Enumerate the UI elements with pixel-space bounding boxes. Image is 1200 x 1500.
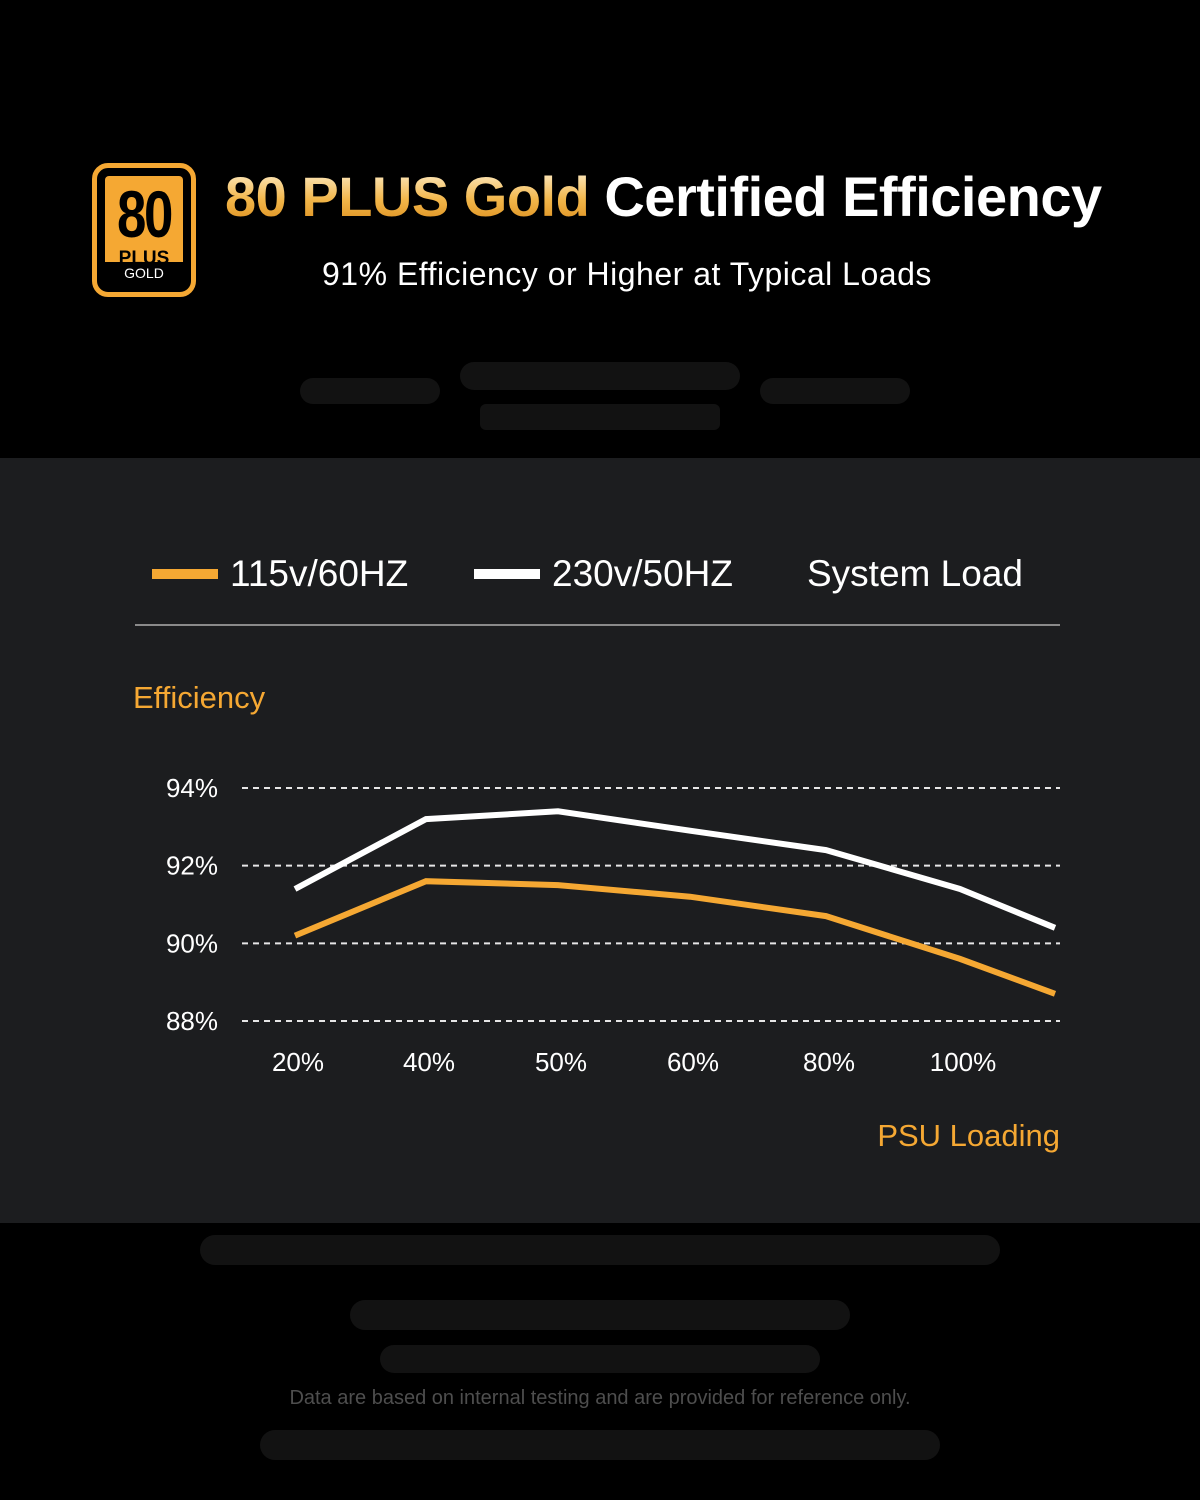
title-highlight: 80 PLUS Gold	[225, 165, 590, 228]
logo-level: GOLD	[105, 262, 183, 284]
legend-divider	[135, 624, 1060, 626]
x-tick-label: 100%	[930, 1047, 997, 1077]
subtitle: 91% Efficiency or Higher at Typical Load…	[322, 256, 932, 292]
x-tick-label: 80%	[803, 1047, 855, 1077]
legend-title: System Load	[807, 553, 1023, 594]
chart-panel	[0, 458, 1200, 1223]
title-rest: Certified Efficiency	[604, 165, 1102, 228]
legend-label: 230v/50HZ	[552, 553, 733, 594]
legend-item-115v: 115v/60HZ	[152, 553, 408, 595]
x-axis-label: PSU Loading	[877, 1118, 1060, 1153]
legend-label: 115v/60HZ	[230, 553, 409, 594]
y-tick-label: 88%	[166, 1006, 218, 1036]
x-tick-label: 60%	[667, 1047, 719, 1077]
x-tick-label: 40%	[403, 1047, 455, 1077]
y-tick-label: 90%	[166, 928, 218, 958]
x-tick-label: 20%	[272, 1047, 324, 1077]
series-line-115v	[293, 878, 1057, 997]
y-tick-label: 94%	[166, 773, 218, 803]
legend-item-230v: 230v/50HZ	[474, 553, 733, 595]
series-line-230v	[293, 808, 1057, 931]
header: 80 PLUS GOLD 80 PLUS Gold Certified Effi…	[0, 0, 1200, 458]
80-plus-gold-logo: 80 PLUS GOLD	[92, 163, 196, 297]
x-tick-label: 50%	[535, 1047, 587, 1077]
logo-number: 80	[117, 177, 173, 251]
page-title: 80 PLUS Gold Certified Efficiency	[225, 164, 1102, 229]
legend-swatch-white	[474, 569, 540, 579]
y-tick-label: 92%	[166, 851, 218, 881]
y-axis-label: Efficiency	[133, 680, 266, 715]
legend-swatch-orange	[152, 569, 218, 579]
disclaimer: Data are based on internal testing and a…	[289, 1387, 911, 1409]
